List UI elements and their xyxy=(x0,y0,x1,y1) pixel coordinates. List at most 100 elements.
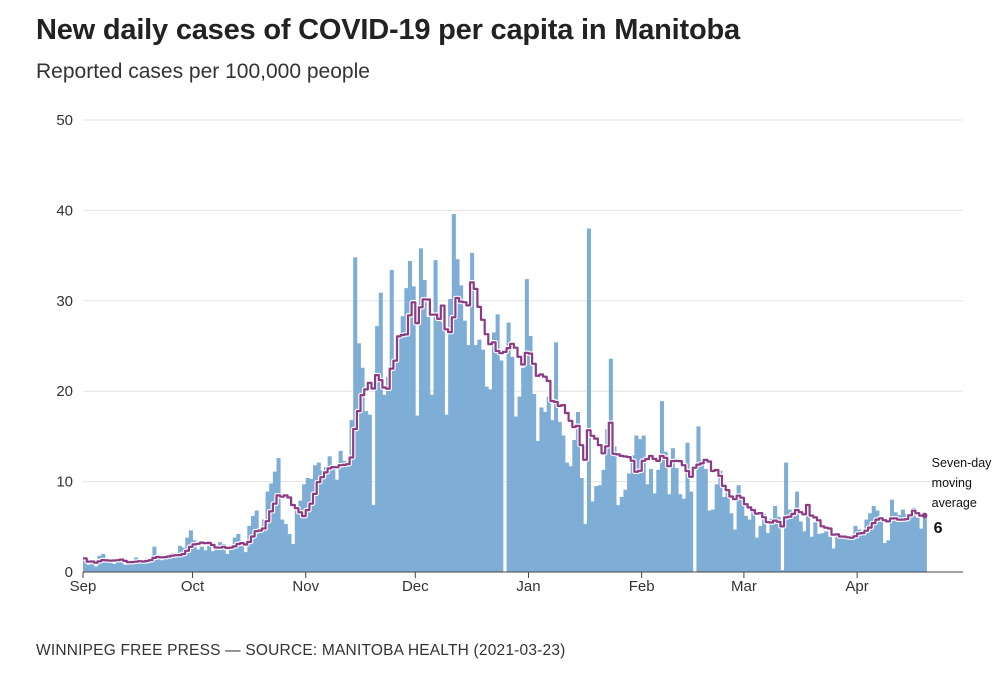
daily-case-bar xyxy=(276,458,281,572)
x-tick-label: Dec xyxy=(402,578,429,595)
daily-case-bar xyxy=(758,525,763,572)
daily-case-bar xyxy=(703,468,708,572)
daily-case-bar xyxy=(729,513,734,572)
daily-case-bar xyxy=(590,501,595,572)
daily-case-bar xyxy=(846,537,851,572)
daily-case-bar xyxy=(287,534,292,572)
y-tick-label: 0 xyxy=(65,564,73,581)
annotation-value: 6 xyxy=(934,520,943,537)
daily-case-bar xyxy=(700,459,705,572)
daily-case-bar xyxy=(805,505,811,572)
daily-case-bar xyxy=(323,467,329,572)
x-tick-label: Nov xyxy=(292,578,319,595)
daily-case-bar xyxy=(451,214,456,573)
daily-case-bar xyxy=(203,550,208,572)
daily-case-bar xyxy=(364,411,369,572)
daily-case-bar xyxy=(608,358,613,572)
daily-case-bar xyxy=(546,396,551,572)
daily-case-bar xyxy=(404,288,409,572)
daily-case-bar xyxy=(795,491,800,572)
daily-case-bar xyxy=(473,345,478,572)
daily-case-bar xyxy=(258,533,263,572)
daily-case-bar xyxy=(557,421,562,572)
daily-case-bar xyxy=(214,548,219,572)
x-axis: Sep Oct Nov Dec Jan Feb Mar Apr xyxy=(70,571,963,595)
daily-case-bar xyxy=(210,551,215,572)
daily-case-bar xyxy=(320,470,325,572)
daily-case-bar xyxy=(871,506,876,572)
daily-case-bar xyxy=(331,468,336,572)
daily-case-bar xyxy=(90,561,95,572)
daily-case-bar xyxy=(294,506,299,572)
daily-case-bar xyxy=(652,493,657,572)
daily-case-bar xyxy=(619,496,624,572)
daily-case-bar xyxy=(313,465,318,572)
daily-case-bar xyxy=(532,393,537,572)
daily-case-bar xyxy=(659,401,664,572)
daily-case-bar xyxy=(762,514,767,572)
daily-case-bar xyxy=(272,471,277,572)
daily-case-bar xyxy=(108,560,113,572)
daily-case-bar xyxy=(83,558,88,572)
daily-case-bar xyxy=(736,485,741,572)
daily-case-bar xyxy=(605,429,610,572)
daily-case-bar xyxy=(740,498,745,572)
daily-case-bar xyxy=(685,442,690,572)
daily-case-bar xyxy=(499,360,504,572)
daily-case-bar xyxy=(371,505,376,572)
daily-case-bar xyxy=(623,489,628,572)
daily-case-bar xyxy=(477,339,482,572)
daily-case-bar xyxy=(126,562,131,572)
daily-case-bar xyxy=(919,528,924,572)
daily-case-bar xyxy=(564,462,570,572)
daily-case-bar xyxy=(798,521,803,572)
daily-case-bar xyxy=(743,515,748,572)
daily-case-bar xyxy=(543,411,548,572)
daily-case-bar xyxy=(163,558,168,572)
daily-case-bar xyxy=(510,356,515,572)
daily-case-bar xyxy=(397,335,402,572)
daily-case-bar xyxy=(488,389,493,572)
daily-case-bar xyxy=(345,465,350,572)
daily-case-bar xyxy=(879,516,884,572)
daily-case-bar xyxy=(181,547,186,572)
daily-case-bar xyxy=(641,435,646,572)
daily-case-bar xyxy=(393,359,398,572)
daily-case-bar xyxy=(634,435,639,572)
daily-case-bar xyxy=(670,448,675,572)
daily-case-bar xyxy=(481,349,486,572)
y-tick-label: 30 xyxy=(56,293,73,310)
daily-case-bar xyxy=(718,470,723,572)
daily-case-bar xyxy=(342,460,347,572)
annotation-label: average xyxy=(932,496,977,510)
daily-case-bar xyxy=(550,420,555,572)
daily-case-bar xyxy=(904,514,909,572)
daily-case-bar xyxy=(802,531,807,572)
daily-case-bar xyxy=(254,510,259,572)
daily-case-bar xyxy=(269,483,274,572)
daily-case-bar xyxy=(137,560,142,572)
y-tick-label: 10 xyxy=(56,474,73,491)
daily-case-bar xyxy=(780,570,785,572)
daily-case-bar xyxy=(115,559,120,572)
daily-case-bar xyxy=(327,456,332,572)
daily-case-bar xyxy=(280,519,285,572)
daily-case-bar xyxy=(97,555,102,572)
daily-case-bar xyxy=(816,534,821,572)
daily-case-bar xyxy=(776,516,781,572)
daily-case-bar xyxy=(455,259,460,572)
daily-case-bar xyxy=(240,542,245,572)
daily-case-bar xyxy=(681,498,686,572)
daily-case-bar xyxy=(309,478,314,572)
y-axis-labels: 0 10 20 30 40 50 xyxy=(56,112,73,581)
moving-average-line xyxy=(83,280,928,565)
daily-case-bar xyxy=(462,320,467,572)
y-tick-label: 40 xyxy=(56,202,73,219)
daily-case-bar xyxy=(389,270,394,572)
daily-case-bar xyxy=(674,468,679,572)
daily-case-bar xyxy=(528,336,533,572)
daily-case-bar xyxy=(875,510,880,572)
x-tick-label: Apr xyxy=(845,578,868,595)
daily-case-bar xyxy=(769,518,774,572)
daily-case-bar xyxy=(630,455,635,572)
